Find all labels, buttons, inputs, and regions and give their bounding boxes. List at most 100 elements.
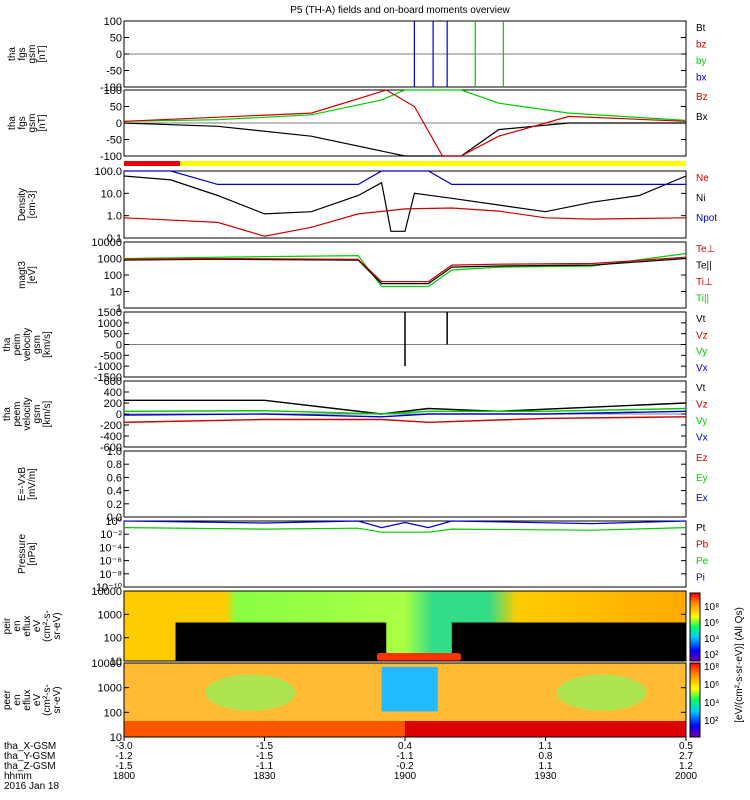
y-axis-label-line: magt3 xyxy=(17,261,28,289)
y-axis-label: tha peim velocity gsm [km/s] xyxy=(2,328,53,361)
y-tick-label: 0.1 xyxy=(107,233,122,245)
x-tick-label: 1830 xyxy=(253,771,276,782)
y-axis-label-line: sr-eV) xyxy=(52,612,63,639)
y-tick-label: -50 xyxy=(106,66,122,78)
legend-entry: Bt xyxy=(696,23,706,34)
panel-frame xyxy=(123,450,687,518)
velocity-trace xyxy=(123,410,687,418)
y-axis-label-line: tha xyxy=(0,693,3,707)
colorbar-lower xyxy=(689,662,701,738)
y-tick-label: 0 xyxy=(116,49,122,61)
y-tick-label: -500 xyxy=(100,350,122,362)
y-tick-label: -1000 xyxy=(94,361,122,373)
y-tick-label: -100 xyxy=(100,82,122,94)
legend-entry: Vz xyxy=(696,400,708,411)
panel-peir: 10000 1000 100 10 tha peir en eflux eV (cm²-s-sr-… xyxy=(0,586,687,668)
colorbar-tick-label: 10⁴ xyxy=(704,698,719,709)
x-tick-label: -1.5 xyxy=(256,741,274,752)
panel-temp: 10000 1000 100 10 1 magt3 [eV] Te⊥ Te|| Ti⊥ Ti|| xyxy=(17,237,715,315)
velocity-trace xyxy=(123,407,687,415)
series-density-line xyxy=(123,207,687,237)
y-axis-label-line: peer xyxy=(2,689,13,710)
y-tick-label: 100 xyxy=(104,633,122,645)
y-tick-label: 1000 xyxy=(98,683,122,695)
y-tick-label: 0.8 xyxy=(107,459,122,471)
y-axis-label-line: gsm xyxy=(27,114,38,133)
y-axis-label-line: (cm²-s- xyxy=(42,610,53,642)
y-axis-label: tha peem velocity gsm [km/s] xyxy=(2,397,53,430)
legend-entry: Te|| xyxy=(696,261,712,272)
legend-entry: Vx xyxy=(696,363,708,374)
y-tick-label: 0.4 xyxy=(107,486,122,498)
y-axis-label-line: tha xyxy=(0,619,3,633)
x-tick-label: 2000 xyxy=(675,771,698,782)
x-row-label: 2016 Jan 18 xyxy=(4,781,59,792)
y-tick-label: 10 xyxy=(110,732,122,744)
y-axis-label: tha peer en eflux eV (cm²-s-sr-eV) xyxy=(0,684,63,716)
legend-entry: Te⊥ xyxy=(696,244,715,255)
x-tick-label: 0.4 xyxy=(398,741,412,752)
y-tick-label: 400 xyxy=(104,387,122,399)
y-axis-label-line: tha xyxy=(7,47,18,61)
x-tick-label: 1930 xyxy=(534,771,557,782)
fgs-trace xyxy=(123,122,686,157)
y-tick-label: 1.0 xyxy=(107,211,122,223)
legend-entry: Ex xyxy=(696,493,708,504)
x-tick-label: -1.5 xyxy=(115,761,133,772)
y-axis-label: tha fgs gsm [nT] xyxy=(7,114,48,133)
y-tick-label: -400 xyxy=(100,431,122,443)
y-tick-label: 10⁻⁸ xyxy=(99,569,122,581)
y-tick-label: 0.6 xyxy=(107,472,122,484)
y-tick-label: 1.0 xyxy=(107,446,122,458)
legend-entry: Pi xyxy=(696,573,705,584)
legend-entry: Vt xyxy=(696,314,706,325)
x-tick-label: 1800 xyxy=(113,771,136,782)
y-tick-label: 10⁰ xyxy=(105,516,122,528)
panel-fgs: 100 50 0 -50 -100 tha fgs gsm [nT] Bt bz by bx xyxy=(7,16,707,94)
y-axis-label-line: peir xyxy=(2,617,13,634)
colorbar-tick-label: 10⁶ xyxy=(704,680,719,691)
y-axis-label-line: eflux xyxy=(22,689,33,710)
colorbar-title: [eV/(cm²-s-sr-eV)] (All Qs) xyxy=(734,607,745,723)
y-axis-label: magt3 [eV] xyxy=(17,261,38,289)
y-tick-label: 10000 xyxy=(91,237,122,249)
x-row-label: tha_Y-GSM xyxy=(4,751,55,762)
panel-frame xyxy=(123,590,687,662)
fgs-trace xyxy=(123,89,687,157)
legend-entry: Npot xyxy=(696,213,717,224)
y-tick-label: 100 xyxy=(104,707,122,719)
y-axis-label-line: gsm xyxy=(32,405,43,424)
y-axis-label-line: peem xyxy=(12,401,23,426)
x-tick-label: -1.1 xyxy=(256,761,274,772)
series-density-line xyxy=(123,175,687,232)
x-tick-label: -1.2 xyxy=(115,751,133,762)
y-axis-label-line: eV xyxy=(32,620,43,633)
y-axis-label-line: [nT] xyxy=(37,45,48,62)
spectrogram-ion-lowband xyxy=(175,622,387,661)
panel-frame xyxy=(123,170,687,239)
y-tick-label: 100 xyxy=(104,85,122,97)
y-axis-label-line: E=-VxB xyxy=(17,467,28,502)
spectrogram-electron-core xyxy=(381,667,438,712)
mode-bar-red xyxy=(124,161,181,166)
legend-entry: Vt xyxy=(696,383,706,394)
panel-density: 100.0 10.0 1.0 0.1 Density [cm-3] Ne Ni Npot xyxy=(17,166,717,245)
y-tick-label: 10000 xyxy=(91,586,122,598)
y-axis-label-line: [km/s] xyxy=(42,400,53,427)
legend-entry: Vy xyxy=(696,347,707,358)
y-tick-label: 10.0 xyxy=(101,188,122,200)
legend-entry: Vy xyxy=(696,416,707,427)
x-tick-label: 2.7 xyxy=(679,751,693,762)
velocity-trace xyxy=(124,399,687,415)
y-tick-label: 50 xyxy=(110,33,122,45)
legend-entry: Ez xyxy=(696,453,708,464)
y-axis-label: Pressure [nPa] xyxy=(17,534,38,574)
y-tick-label: 10000 xyxy=(91,658,122,670)
legend-entry: Pb xyxy=(696,540,709,551)
x-tick-label: -1.5 xyxy=(256,751,274,762)
y-axis-label: tha fgs gsm [nT] xyxy=(7,45,48,64)
legend-entry: Bz xyxy=(696,92,708,103)
